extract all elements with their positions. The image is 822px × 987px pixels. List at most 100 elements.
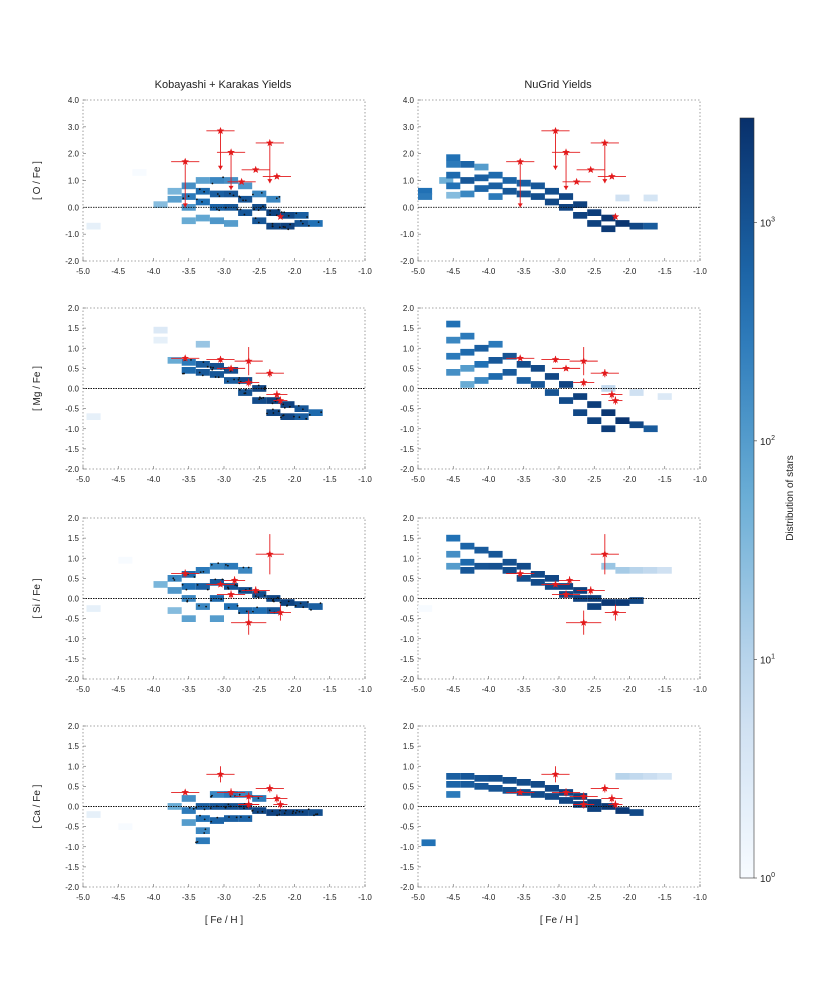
y-tick-label: 2.0: [403, 304, 415, 313]
upper-limit-arrow: [602, 179, 608, 184]
x-tick-label: -1.5: [658, 685, 672, 694]
heatmap-bin: [488, 193, 503, 200]
model-star-point: [254, 217, 257, 220]
observation-star: [266, 369, 274, 377]
heatmap-bin: [460, 348, 475, 356]
heatmap-bin: [181, 819, 196, 826]
model-star-point: [287, 214, 290, 217]
heatmap-bin: [544, 187, 559, 195]
heatmap-bin: [530, 791, 545, 798]
model-star-point: [239, 208, 242, 211]
x-tick-label: -4.0: [482, 475, 496, 484]
x-tick-label: -2.5: [587, 267, 601, 276]
y-tick-label: 0.0: [68, 803, 80, 812]
model-star-point: [256, 606, 258, 609]
heatmap-bin: [488, 357, 503, 364]
heatmap-bin: [502, 177, 517, 184]
heatmap-bin: [209, 177, 224, 184]
heatmap-bin: [266, 195, 281, 203]
model-star-point: [259, 396, 261, 399]
heatmap-bin: [181, 615, 196, 622]
model-star-point: [263, 594, 266, 597]
model-star-point: [195, 806, 198, 809]
heatmap-bin: [252, 795, 267, 802]
model-star-point: [251, 809, 254, 812]
heatmap-bin: [195, 583, 210, 590]
heatmap-bin: [446, 369, 461, 376]
observation-star: [273, 172, 281, 180]
heatmap-bin: [488, 373, 503, 380]
model-star-point: [201, 201, 203, 203]
y-tick-label: 1.0: [403, 762, 415, 771]
model-star-point: [222, 176, 225, 179]
heatmap-bin: [167, 803, 182, 810]
heatmap-bin: [530, 365, 545, 372]
colorbar-tick-base: 10: [760, 874, 772, 885]
observation-star: [516, 788, 524, 796]
model-star-point: [221, 578, 224, 581]
x-tick-label: -3.0: [552, 685, 566, 694]
x-tick-label: -3.5: [517, 893, 531, 902]
heatmap-bin: [446, 791, 461, 798]
heatmap-bin: [238, 182, 253, 190]
heatmap-bin: [421, 839, 436, 847]
x-tick-label: -5.0: [76, 475, 90, 484]
observation-star: [276, 396, 285, 404]
model-star-point: [239, 196, 242, 199]
y-tick-label: -2.0: [65, 675, 79, 684]
x-tick-label: -5.0: [76, 267, 90, 276]
model-star-point: [210, 563, 213, 566]
model-star-point: [308, 414, 311, 416]
heatmap-bin: [587, 401, 602, 408]
heatmap-bin: [643, 773, 658, 780]
observation-star: [608, 172, 616, 180]
heatmap-bin: [446, 320, 461, 328]
observation-star: [244, 357, 253, 365]
heatmap-bin: [629, 809, 644, 816]
heatmap-bin: [266, 397, 281, 404]
model-star-point: [187, 195, 190, 198]
y-tick-label: -0.5: [65, 615, 79, 624]
panel-nugrid-row-3: 2.01.51.00.50.0-0.5-1.0-1.5-2.0-5.0 -4.5-…: [400, 722, 707, 926]
observation-star: [586, 586, 595, 594]
heatmap-bin: [209, 817, 224, 824]
model-star-point: [201, 374, 204, 377]
heatmap-bin: [181, 807, 196, 814]
heatmap-bin: [615, 599, 630, 606]
heatmap-bin: [615, 807, 630, 814]
model-star-point: [240, 816, 242, 818]
observation-star: [227, 148, 235, 156]
observation-star: [227, 364, 235, 372]
heatmap-bin: [474, 185, 489, 192]
upper-limit-arrow: [217, 165, 223, 170]
heatmap-bin: [224, 583, 239, 590]
model-star-point: [238, 612, 241, 614]
x-tick-label: -3.5: [182, 893, 196, 902]
heatmap-bin: [460, 381, 475, 388]
model-star-point: [243, 807, 245, 810]
model-star-point: [216, 816, 219, 819]
observation-star: [244, 378, 253, 386]
model-star-point: [198, 371, 201, 374]
observation-star: [579, 357, 588, 365]
heatmap-bin: [224, 603, 239, 610]
heatmap-bin: [587, 805, 602, 812]
panel-kk-row-0: 4.03.02.01.00.0-1.0-2.0-5.0 -4.5 -4.0 -3.5-…: [32, 96, 372, 276]
x-tick-label: -5.0: [411, 685, 425, 694]
heatmap-bin: [629, 421, 644, 429]
x-tick-label: -4.0: [147, 893, 161, 902]
model-star-point: [298, 810, 301, 813]
model-star-point: [206, 588, 209, 591]
heatmap-bin: [573, 201, 588, 208]
heatmap-bin: [209, 371, 224, 378]
heatmap-bin: [460, 177, 475, 184]
x-tick-label: -3.5: [517, 475, 531, 484]
heatmap-bin: [195, 369, 210, 376]
heatmap-bin: [294, 405, 309, 412]
observation-star: [244, 618, 253, 626]
x-tick-label: -3.5: [182, 685, 196, 694]
heatmap-bin: [446, 154, 461, 161]
heatmap-bin: [460, 332, 475, 340]
model-star-point: [195, 841, 197, 844]
model-star-point: [248, 587, 251, 590]
